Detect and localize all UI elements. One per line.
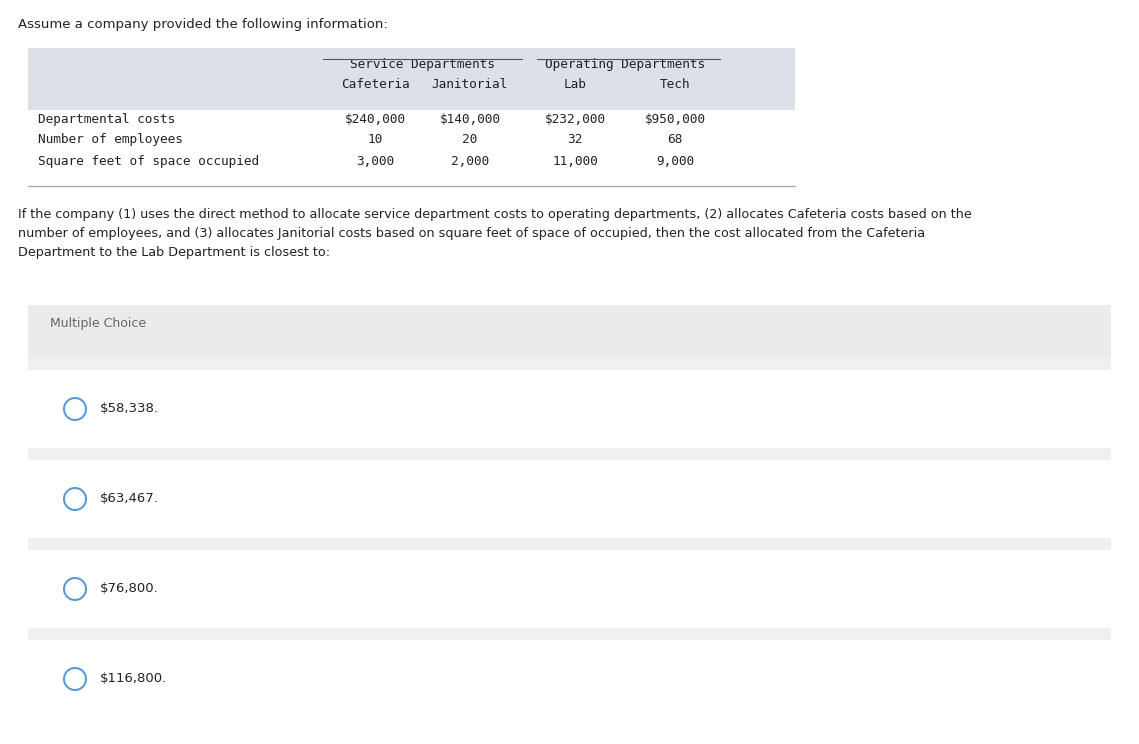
Text: $140,000: $140,000 [440,113,500,126]
Text: Multiple Choice: Multiple Choice [50,317,146,330]
Text: 10: 10 [368,133,383,146]
Text: Assume a company provided the following information:: Assume a company provided the following … [18,18,387,31]
Text: Square feet of space occupied: Square feet of space occupied [38,155,260,168]
FancyBboxPatch shape [28,48,795,190]
Text: If the company (1) uses the direct method to allocate service department costs t: If the company (1) uses the direct metho… [18,208,972,259]
Text: $240,000: $240,000 [344,113,405,126]
FancyBboxPatch shape [28,305,1111,358]
Text: Departmental costs: Departmental costs [38,113,175,126]
Text: 9,000: 9,000 [656,155,694,168]
Text: $232,000: $232,000 [544,113,606,126]
Text: Operating Departments: Operating Departments [544,58,705,71]
Text: Janitorial: Janitorial [432,78,508,91]
Text: $950,000: $950,000 [645,113,705,126]
FancyBboxPatch shape [28,628,1111,640]
Text: $116,800.: $116,800. [100,673,167,685]
Text: Cafeteria: Cafeteria [341,78,409,91]
Text: 20: 20 [462,133,477,146]
Text: Tech: Tech [659,78,690,91]
FancyBboxPatch shape [28,640,1111,718]
Text: 32: 32 [567,133,583,146]
Text: 68: 68 [667,133,682,146]
FancyBboxPatch shape [28,448,1111,460]
FancyBboxPatch shape [28,550,1111,628]
FancyBboxPatch shape [28,538,1111,550]
Text: $58,338.: $58,338. [100,403,159,415]
Text: 3,000: 3,000 [355,155,394,168]
FancyBboxPatch shape [28,370,1111,448]
Text: 11,000: 11,000 [552,155,598,168]
Text: $76,800.: $76,800. [100,583,158,595]
Text: Lab: Lab [564,78,587,91]
Text: Number of employees: Number of employees [38,133,183,146]
FancyBboxPatch shape [28,110,795,190]
Text: $63,467.: $63,467. [100,493,158,505]
FancyBboxPatch shape [28,460,1111,538]
FancyBboxPatch shape [28,358,1111,370]
Text: Service Departments: Service Departments [350,58,495,71]
Text: 2,000: 2,000 [451,155,489,168]
